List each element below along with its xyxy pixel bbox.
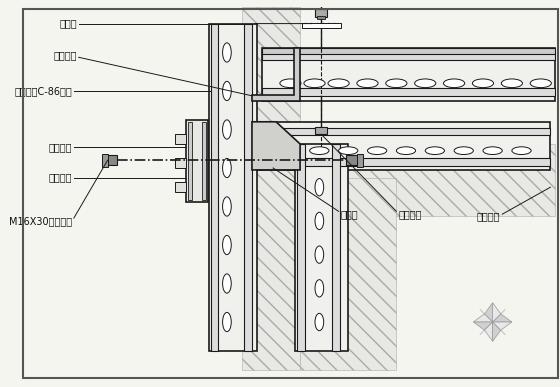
Polygon shape [300,178,396,370]
Ellipse shape [444,79,465,87]
Ellipse shape [386,79,407,87]
Polygon shape [264,60,553,94]
Text: 阴角模: 阴角模 [340,209,358,219]
Polygon shape [493,314,512,322]
Ellipse shape [222,43,231,62]
Polygon shape [493,322,512,330]
Polygon shape [305,146,332,349]
Ellipse shape [315,313,324,330]
Text: 连接角钢: 连接角钢 [53,50,77,60]
Ellipse shape [315,212,324,229]
Ellipse shape [530,79,552,87]
Ellipse shape [414,79,436,87]
Bar [202,122,206,200]
Bar [188,122,192,200]
Bar [211,24,218,351]
Bar [257,122,550,170]
Ellipse shape [357,79,378,87]
Polygon shape [473,314,493,322]
Bar [302,22,340,28]
Polygon shape [473,322,493,330]
Polygon shape [493,322,501,341]
Polygon shape [252,48,300,101]
Ellipse shape [425,147,445,154]
Text: M16X30连接螺栓: M16X30连接螺栓 [9,216,72,226]
Polygon shape [295,144,555,216]
Bar [262,48,555,101]
Ellipse shape [222,312,231,332]
Ellipse shape [473,79,493,87]
Bar [175,134,186,144]
Ellipse shape [304,79,325,87]
Bar [257,158,550,166]
Bar [175,158,186,168]
Ellipse shape [315,280,324,297]
Bar [297,144,305,351]
Ellipse shape [222,81,231,101]
Ellipse shape [310,147,329,154]
Ellipse shape [222,158,231,178]
Polygon shape [259,135,548,158]
Ellipse shape [222,197,231,216]
Bar [262,88,555,96]
Bar [315,9,327,17]
Polygon shape [493,303,501,322]
Bar [262,53,555,60]
Polygon shape [242,7,300,370]
Bar [315,127,327,134]
Polygon shape [218,26,244,349]
Bar [209,24,257,351]
Bar [106,156,117,165]
Ellipse shape [339,147,358,154]
Polygon shape [252,122,300,170]
Ellipse shape [315,246,324,263]
Bar [357,154,363,167]
Bar [257,128,550,135]
Ellipse shape [512,147,531,154]
Ellipse shape [501,79,522,87]
Ellipse shape [367,147,387,154]
Ellipse shape [222,274,231,293]
Bar [186,120,208,202]
Bar [295,144,348,351]
Ellipse shape [396,147,416,154]
Ellipse shape [280,79,301,87]
Ellipse shape [315,178,324,196]
Polygon shape [484,322,493,341]
Bar [346,156,358,165]
Bar [102,154,108,167]
Bar [318,16,325,19]
Text: 全钢定型C-86模板: 全钢定型C-86模板 [14,86,72,96]
Ellipse shape [483,147,502,154]
Ellipse shape [222,120,231,139]
Text: 槽钢背楞: 槽钢背楞 [48,142,72,152]
Bar [332,144,339,351]
Bar [244,24,252,351]
Bar [175,182,186,192]
Text: 角模芯带: 角模芯带 [477,211,500,221]
Polygon shape [484,303,493,322]
Text: 模板芯管: 模板芯管 [48,173,72,183]
Ellipse shape [222,235,231,255]
Text: 穿墙螺栓: 穿墙螺栓 [398,209,422,219]
Text: 调节缝: 调节缝 [59,19,77,29]
Bar [262,48,555,55]
Ellipse shape [328,79,349,87]
Ellipse shape [454,147,473,154]
